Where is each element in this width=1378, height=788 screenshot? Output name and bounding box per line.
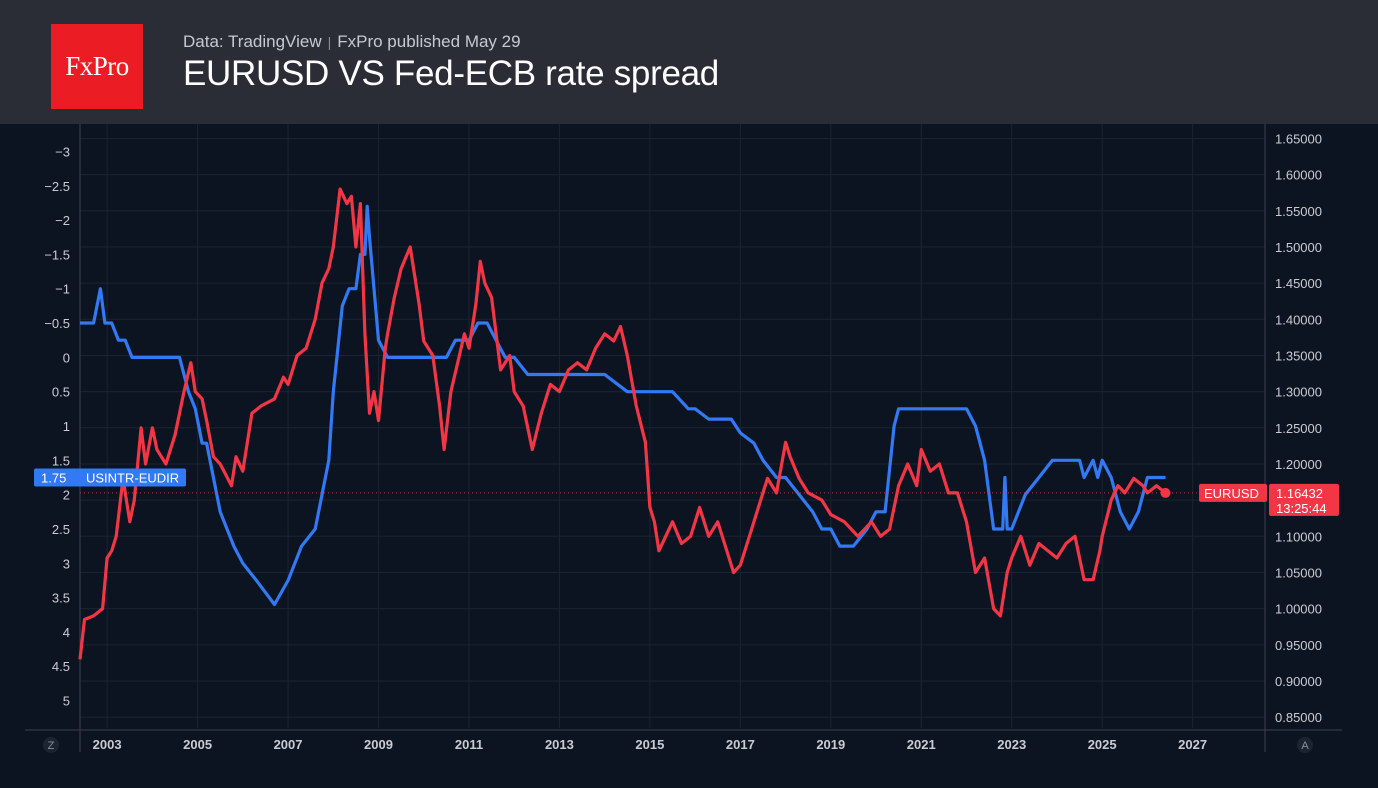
right-tick-label: 0.95000 bbox=[1275, 638, 1322, 653]
x-tick-label: 2003 bbox=[93, 737, 122, 752]
chart-header: FxPro Data: TradingView | FxPro published … bbox=[0, 0, 1378, 124]
left-tick-label: −1 bbox=[55, 282, 70, 297]
x-tick-label: 2011 bbox=[455, 737, 483, 752]
publisher-info: FxPro published May 29 bbox=[337, 32, 521, 51]
left-tick-label: 4.5 bbox=[52, 659, 70, 674]
eurusd-name-badge bbox=[1199, 483, 1267, 502]
left-tick-label: −2.5 bbox=[44, 179, 70, 194]
series-lines bbox=[78, 187, 1167, 660]
right-tick-label: 0.90000 bbox=[1275, 674, 1322, 689]
x-tick-label: 2007 bbox=[274, 737, 303, 752]
left-tick-label: −0.5 bbox=[44, 316, 70, 331]
x-axis: 2003 2005 2007 2009 2011 2013 2015 2017 2019 2021… bbox=[93, 737, 1207, 752]
fxpro-logo: FxPro bbox=[51, 24, 143, 109]
right-tick-label: 1.20000 bbox=[1275, 457, 1322, 472]
spread-last-value: 1.75 bbox=[41, 470, 66, 485]
right-axis: 1.65000 1.60000 1.55000 1.50000 1.45000 1.400… bbox=[1275, 131, 1322, 725]
eurusd-countdown: 13:25:44 bbox=[1276, 501, 1327, 516]
chart-subtitle: Data: TradingView | FxPro published May 29 bbox=[183, 32, 521, 52]
left-tick-label: −3 bbox=[55, 144, 70, 159]
left-axis: −3 −2.5 −2 −1.5 −1 −0.5 0 0.5 1 1.5 2 2.5 3 3.5 4 4.5 5 bbox=[44, 144, 70, 708]
x-tick-label: 2009 bbox=[364, 737, 393, 752]
spread-series-name: USINTR-EUDIR bbox=[86, 470, 179, 485]
right-tick-label: 1.30000 bbox=[1275, 385, 1322, 400]
left-tick-label: 1 bbox=[63, 419, 70, 434]
left-tick-label: 4 bbox=[63, 625, 70, 640]
right-tick-label: 1.40000 bbox=[1275, 312, 1322, 327]
left-tick-label: 0 bbox=[63, 350, 70, 365]
x-tick-label: 2013 bbox=[545, 737, 574, 752]
left-tick-label: 5 bbox=[63, 694, 70, 709]
spread-label-badge bbox=[34, 468, 186, 487]
right-tick-label: 1.45000 bbox=[1275, 276, 1322, 291]
left-tick-label: 2 bbox=[63, 488, 70, 503]
left-tick-label: 3.5 bbox=[52, 591, 70, 606]
right-corner-label: A bbox=[1301, 740, 1309, 752]
x-tick-label: 2023 bbox=[997, 737, 1026, 752]
eurusd-series-name: EURUSD bbox=[1204, 486, 1259, 501]
left-tick-label: 2.5 bbox=[52, 522, 70, 537]
right-tick-label: 1.55000 bbox=[1275, 204, 1322, 219]
grid-lines bbox=[80, 124, 1265, 728]
left-corner-button[interactable] bbox=[43, 737, 59, 753]
left-tick-label: 1.5 bbox=[52, 453, 70, 468]
eurusd-last-value: 1.16432 bbox=[1276, 486, 1323, 501]
right-tick-label: 1.50000 bbox=[1275, 240, 1322, 255]
eurusd-end-point bbox=[1160, 487, 1171, 498]
x-tick-label: 2017 bbox=[726, 737, 755, 752]
right-tick-label: 1.60000 bbox=[1275, 168, 1322, 183]
x-tick-label: 2005 bbox=[183, 737, 212, 752]
right-tick-label: 1.65000 bbox=[1275, 131, 1322, 146]
series-line-usintr-eudir bbox=[80, 204, 1166, 607]
right-tick-label: 1.10000 bbox=[1275, 529, 1322, 544]
right-tick-label: 1.35000 bbox=[1275, 348, 1322, 363]
x-tick-label: 2027 bbox=[1178, 737, 1207, 752]
left-tick-label: 3 bbox=[63, 556, 70, 571]
left-tick-label: 0.5 bbox=[52, 385, 70, 400]
left-tick-label: −1.5 bbox=[44, 247, 70, 262]
series-line-eurusd bbox=[78, 187, 1167, 660]
right-tick-label: 0.85000 bbox=[1275, 710, 1322, 725]
chart-title: EURUSD VS Fed-ECB rate spread bbox=[183, 54, 719, 93]
separator: | bbox=[327, 34, 332, 50]
x-tick-label: 2025 bbox=[1088, 737, 1117, 752]
eurusd-value-badge bbox=[1269, 483, 1339, 516]
x-tick-label: 2021 bbox=[907, 737, 936, 752]
left-tick-label: −2 bbox=[55, 213, 70, 228]
right-tick-label: 1.05000 bbox=[1275, 565, 1322, 580]
data-source: Data: TradingView bbox=[183, 32, 322, 51]
left-corner-label: Z bbox=[48, 740, 55, 752]
right-tick-label: 1.00000 bbox=[1275, 602, 1322, 617]
x-tick-label: 2019 bbox=[816, 737, 845, 752]
right-tick-label: 1.25000 bbox=[1275, 421, 1322, 436]
right-corner-button[interactable] bbox=[1297, 737, 1313, 753]
x-tick-label: 2015 bbox=[635, 737, 664, 752]
